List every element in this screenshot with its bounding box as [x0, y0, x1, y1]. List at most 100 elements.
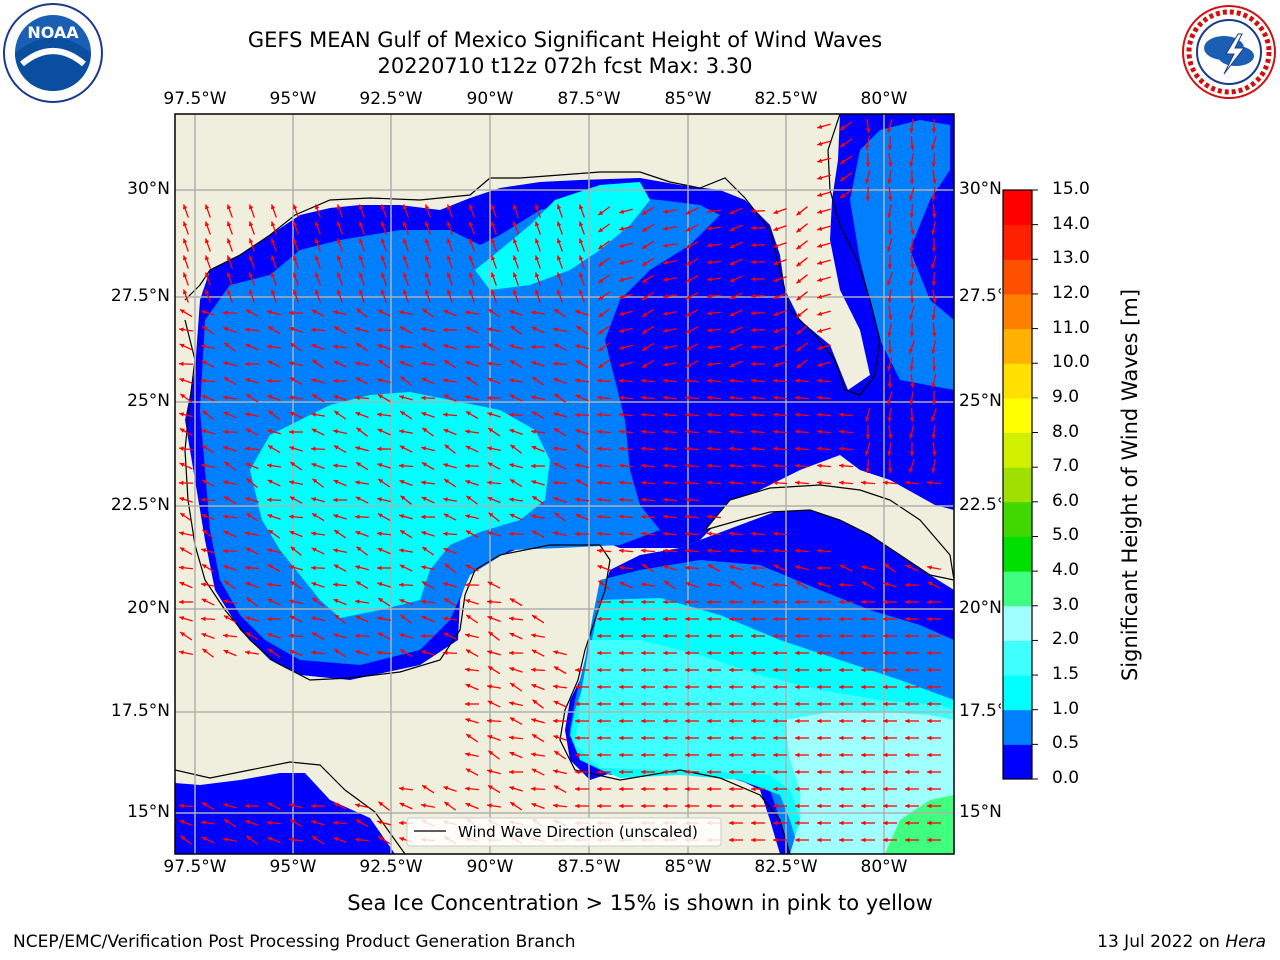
wind-arrow-316	[662, 345, 678, 350]
wind-arrow-484	[684, 429, 700, 435]
wind-arrow-951	[729, 701, 743, 707]
wind-arrow-489	[794, 429, 810, 435]
wind-arrow-663	[465, 529, 479, 539]
wind-arrow-769	[311, 597, 325, 607]
wind-arrow-9	[887, 135, 893, 151]
wind-arrow-981	[905, 718, 919, 724]
wind-arrow-980	[883, 718, 897, 724]
wind-arrow-763	[179, 599, 193, 605]
wind-arrow-941	[509, 701, 523, 707]
wind-arrow-716	[597, 564, 611, 572]
wind-arrow-351	[706, 362, 722, 367]
wind-arrow-617	[531, 495, 545, 505]
wind-arrow-776	[465, 599, 479, 605]
wind-arrow-844	[530, 633, 546, 638]
wind-arrow-297	[245, 343, 259, 351]
wind-arrow-683	[290, 546, 302, 556]
wind-arrow-305	[421, 342, 435, 352]
wind-arrow-766	[246, 597, 258, 607]
wind-arrow-1175	[861, 837, 875, 843]
wind-arrow-638	[465, 514, 479, 520]
wind-arrow-1081	[333, 802, 347, 810]
wind-arrow-991	[641, 735, 655, 741]
wind-arrow-251	[685, 309, 699, 317]
wind-arrow-660	[399, 529, 413, 539]
wind-arrow-625	[179, 512, 193, 522]
wind-arrow-541	[398, 463, 414, 469]
wind-arrow-210	[512, 289, 520, 303]
wind-arrow-477	[530, 429, 546, 434]
wind-arrow-129	[182, 255, 190, 269]
wind-arrow-733	[200, 582, 216, 587]
wind-arrow-257	[817, 310, 831, 316]
wind-arrow-648	[684, 514, 700, 520]
wind-arrow-1071	[883, 786, 897, 792]
wind-arrow-426	[179, 412, 193, 418]
lon-label-top-4: 87.5°W	[557, 89, 621, 109]
wind-arrow-863	[223, 649, 237, 657]
wind-arrow-1058	[597, 786, 611, 792]
wind-arrow-741	[377, 582, 391, 588]
wind-arrow-909	[773, 667, 787, 673]
wind-arrow-595	[816, 480, 832, 486]
footer-branch: NCEP/EMC/Verification Post Processing Pr…	[13, 932, 576, 952]
wind-arrow-259	[909, 306, 915, 320]
wind-arrow-809	[487, 615, 501, 623]
wind-arrow-414	[640, 395, 656, 401]
wind-arrow-284	[685, 326, 699, 334]
wind-arrow-905	[685, 667, 699, 673]
wind-arrow-970	[663, 718, 677, 724]
wind-arrow-608	[333, 497, 347, 503]
wind-arrow-674	[706, 531, 722, 537]
colorbar-tick-label-10: 8.0	[1052, 421, 1080, 442]
wind-arrow-75	[446, 221, 454, 235]
wind-arrow-1112	[245, 820, 259, 826]
wind-arrow-181	[597, 274, 611, 284]
wind-arrow-118	[662, 243, 678, 248]
wind-arrow-670	[618, 531, 634, 537]
wind-arrow-789	[817, 599, 831, 605]
wind-arrow-171	[380, 272, 388, 286]
wind-arrow-566	[178, 480, 194, 486]
wind-arrow-174	[446, 272, 454, 286]
wind-arrow-999	[817, 735, 831, 741]
wind-arrow-978	[839, 718, 853, 724]
wind-arrow-5	[931, 119, 937, 133]
wind-arrow-646	[640, 514, 656, 520]
wind-arrow-482	[640, 429, 656, 435]
wind-arrow-1042	[795, 769, 809, 775]
wind-arrow-121	[729, 241, 743, 249]
wind-arrow-191	[817, 276, 831, 282]
wind-arrow-675	[728, 531, 744, 537]
wind-arrow-146	[556, 255, 564, 269]
central-america-pacific-coastline	[175, 761, 406, 854]
wind-direction-legend: Wind Wave Direction (unscaled)	[406, 817, 722, 847]
wind-arrow-783	[685, 599, 699, 605]
wind-arrow-1096	[663, 803, 677, 809]
wind-arrow-338	[420, 361, 436, 366]
wind-arrow-758	[838, 582, 854, 588]
wind-arrow-899	[553, 665, 567, 675]
wind-arrow-382	[662, 378, 678, 384]
wind-arrow-954	[795, 701, 809, 707]
wind-arrow-854	[795, 633, 809, 639]
wind-arrow-920	[531, 683, 545, 691]
wind-arrow-153	[706, 260, 722, 265]
wind-arrow-561	[838, 463, 854, 469]
wind-arrow-214	[597, 291, 611, 301]
wind-arrow-252	[706, 311, 722, 316]
wind-arrow-486	[728, 429, 744, 435]
wind-arrow-736	[266, 582, 282, 587]
wind-arrow-1084	[399, 802, 413, 810]
wind-arrow-383	[684, 378, 700, 384]
wind-arrow-521	[728, 446, 744, 452]
wind-arrow-286	[729, 326, 743, 334]
wind-arrow-1022	[839, 752, 853, 758]
wind-arrow-730	[905, 564, 919, 572]
wind-arrow-582	[531, 480, 545, 486]
wind-arrow-787	[773, 599, 787, 605]
wind-arrow-744	[443, 582, 457, 588]
wind-arrow-1099	[729, 803, 743, 809]
wind-arrow-690	[443, 547, 457, 555]
wind-arrow-688	[398, 548, 414, 553]
